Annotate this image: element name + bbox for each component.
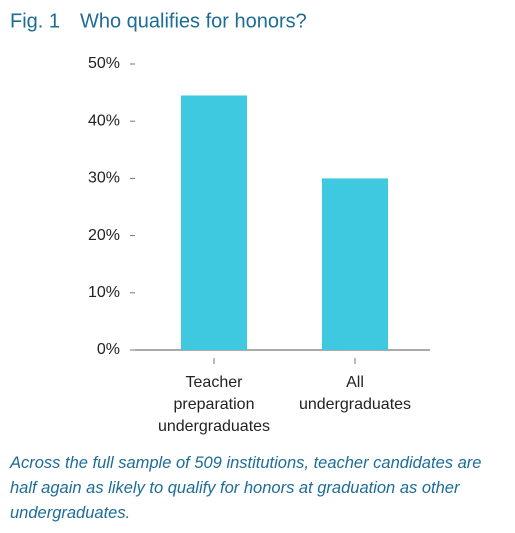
- y-tick-label: 10%: [88, 284, 120, 301]
- chart-title: Who qualifies for honors?: [80, 10, 307, 32]
- y-tick-label: 40%: [88, 112, 120, 129]
- y-tick-label: 20%: [88, 227, 120, 244]
- bar: [181, 95, 247, 351]
- x-tick-label: Teacher preparation undergraduates: [158, 374, 270, 435]
- figure-label: Fig. 1: [10, 10, 60, 32]
- chart: Fig. 1 Who qualifies for honors? 0% 10% 20…: [10, 10, 430, 435]
- y-tick-label: 50%: [88, 55, 120, 72]
- y-tick-label: 30%: [88, 170, 120, 187]
- y-tick-label: 0%: [97, 341, 120, 358]
- x-tick-label: All undergraduates: [299, 374, 411, 413]
- bar: [322, 178, 388, 350]
- caption: Across the full sample of 509 institutio…: [10, 454, 482, 522]
